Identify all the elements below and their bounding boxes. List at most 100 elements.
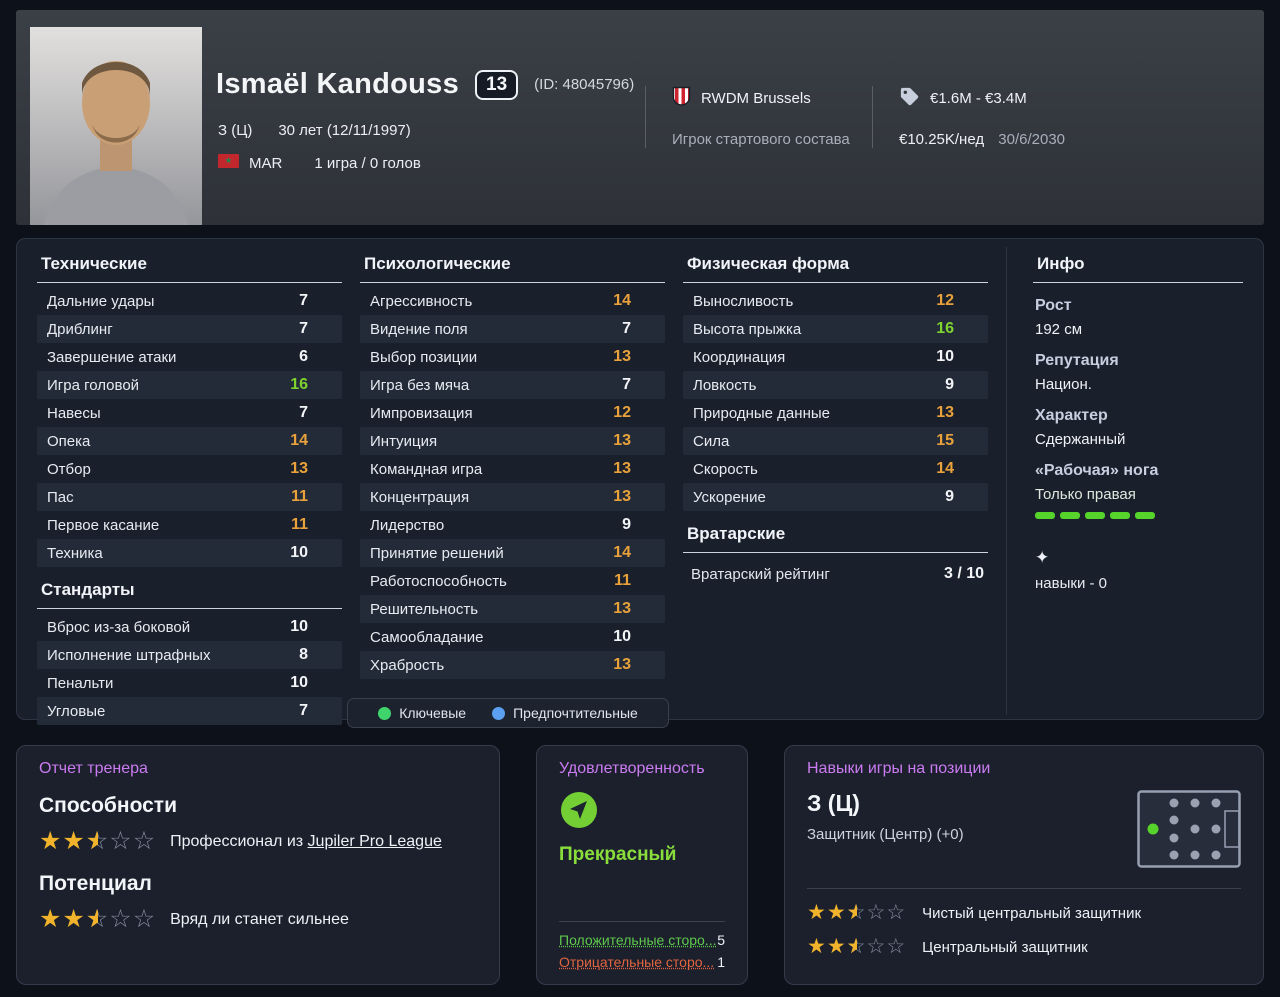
attribute-value: 11 [614, 572, 631, 589]
role-stars: ★★☆ ★ ☆☆ [807, 901, 906, 925]
ability-heading: Способности [39, 794, 177, 817]
attribute-value: 16 [290, 376, 308, 393]
attribute-label: Завершение атаки [47, 348, 177, 366]
star-icon: ★ [39, 905, 63, 933]
negative-sides-count: 1 [717, 954, 725, 970]
attribute-row: Видение поля 7 [360, 315, 665, 343]
player-id: (ID: 48045796) [534, 76, 635, 93]
goalkeeper-rating-value: 3 / 10 [943, 565, 984, 582]
attribute-label: Решительность [370, 600, 479, 618]
attribute-value: 13 [613, 460, 631, 477]
attribute-value: 14 [936, 460, 954, 477]
attribute-row: Пенальти 10 [37, 669, 342, 697]
attribute-label: Техника [47, 544, 103, 562]
ability-stars: ★★☆ ★ ☆☆ [39, 827, 156, 856]
foot-rating-bars [1035, 512, 1241, 519]
attribute-row: Лидерство 9 [360, 511, 665, 539]
attribute-label: Принятие решений [370, 544, 504, 562]
role-stars: ★★☆ ★ ☆☆ [807, 935, 906, 959]
attribute-legend: Ключевые Предпочтительные [347, 698, 669, 728]
ability-note: Профессионал из Jupiler Pro League [170, 833, 442, 851]
star-icon: ☆ [109, 905, 133, 933]
potential-note: Вряд ли станет сильнее [170, 910, 349, 928]
position-divider [807, 888, 1241, 889]
attribute-label: Игра головой [47, 376, 140, 394]
height-value: 192 см [1035, 321, 1083, 338]
coach-report-card: Отчет тренера Способности ★★☆ ★ ☆☆ Професс… [16, 745, 500, 985]
star-icon: ☆ ★ [85, 827, 110, 855]
attribute-label: Ускорение [693, 488, 766, 506]
attribute-label: Дриблинг [47, 320, 113, 338]
attribute-label: Самообладание [370, 628, 484, 646]
star-icon: ☆ [886, 901, 907, 924]
attribute-row: Выносливость 12 [683, 287, 988, 315]
position-pitch-map [1137, 790, 1241, 872]
attribute-label: Исполнение штрафных [47, 646, 211, 664]
positive-sides-link[interactable]: Положительные сторо... [559, 932, 717, 948]
star-icon: ★ [62, 827, 86, 855]
wage: €10.25K/нед [899, 131, 985, 148]
attribute-value: 7 [299, 404, 308, 421]
star-icon: ☆ ★ [85, 905, 110, 933]
attribute-value: 13 [613, 600, 631, 617]
legend-key-item: Ключевые [378, 705, 466, 721]
height-label: Рост [1035, 297, 1072, 314]
satisfaction-card: Удовлетворенность Прекрасный Положительн… [536, 745, 748, 985]
attribute-label: Пас [47, 488, 74, 506]
technical-title: Технические [37, 247, 342, 283]
attribute-row: Принятие решений 14 [360, 539, 665, 567]
legend-preferred-label: Предпочтительные [513, 705, 638, 721]
info-title: Инфо [1033, 247, 1243, 283]
ability-rating-row: ★★☆ ★ ☆☆ Профессионал из Jupiler Pro Leagu… [39, 827, 477, 856]
role-label: Чистый центральный защитник [922, 904, 1142, 922]
attribute-row: Дриблинг 7 [37, 315, 342, 343]
attribute-label: Координация [693, 348, 786, 366]
attribute-row: Самообладание 10 [360, 623, 665, 651]
attribute-value: 16 [936, 320, 954, 337]
attribute-label: Игра без мяча [370, 376, 470, 394]
attribute-row: Ускорение 9 [683, 483, 988, 511]
attribute-value: 9 [945, 488, 954, 505]
attribute-label: Ловкость [693, 376, 757, 394]
player-nation-row: MAR 1 игра / 0 голов [218, 154, 421, 172]
player-photo [30, 27, 202, 225]
star-icon: ★ [807, 935, 827, 958]
negative-sides-link[interactable]: Отрицательные сторо... [559, 954, 715, 970]
role-row: ★★☆ ★ ☆☆ Чистый центральный защитник [807, 901, 1241, 925]
goalkeeping-title: Вратарские [683, 517, 988, 553]
attribute-row: Дальние удары 7 [37, 287, 342, 315]
player-meta-row: З (Ц) 30 лет (12/11/1997) [218, 122, 411, 139]
attribute-row: Концентрация 13 [360, 483, 665, 511]
mental-list: Агрессивность 14 Видение поля 7 Выбор позици… [360, 287, 665, 679]
set-pieces-list: Вброс из-за боковой 10 Исполнение штрафных… [37, 613, 342, 725]
potential-stars: ★★☆ ★ ☆☆ [39, 905, 156, 934]
mental-column: Психологические Агрессивность 14 Видение п… [360, 247, 665, 715]
attribute-label: Вброс из-за боковой [47, 618, 191, 636]
player-photo-image [30, 27, 202, 225]
attribute-label: Видение поля [370, 320, 468, 338]
attribute-value: 12 [613, 404, 631, 421]
attribute-value: 14 [613, 544, 631, 561]
attribute-label: Работоспособность [370, 572, 507, 590]
satisfaction-arrow-icon [559, 790, 725, 834]
attribute-value: 10 [613, 628, 631, 645]
reputation-value: Национ. [1035, 376, 1092, 393]
coach-report-title: Отчет тренера [39, 760, 148, 777]
league-link[interactable]: Jupiler Pro League [307, 832, 442, 850]
attribute-value: 13 [290, 460, 308, 477]
foot-rating-bar [1135, 512, 1155, 519]
attribute-row: Скорость 14 [683, 455, 988, 483]
attribute-value: 13 [613, 348, 631, 365]
shirt-number-badge: 13 [475, 69, 519, 100]
attribute-value: 7 [622, 320, 631, 337]
club-link[interactable]: RWDM Brussels [701, 89, 811, 107]
attribute-label: Храбрость [370, 656, 445, 674]
attribute-value: 7 [622, 376, 631, 393]
star-icon: ☆ [109, 827, 133, 855]
foot-rating-bar [1035, 512, 1055, 519]
attribute-value: 8 [299, 646, 308, 663]
technical-list: Дальние удары 7 Дриблинг 7 Завершение атаки 6… [37, 287, 342, 567]
foot-rating-bar [1110, 512, 1130, 519]
physical-list: Выносливость 12 Высота прыжка 16 Координация… [683, 287, 988, 511]
attribute-row: Игра без мяча 7 [360, 371, 665, 399]
